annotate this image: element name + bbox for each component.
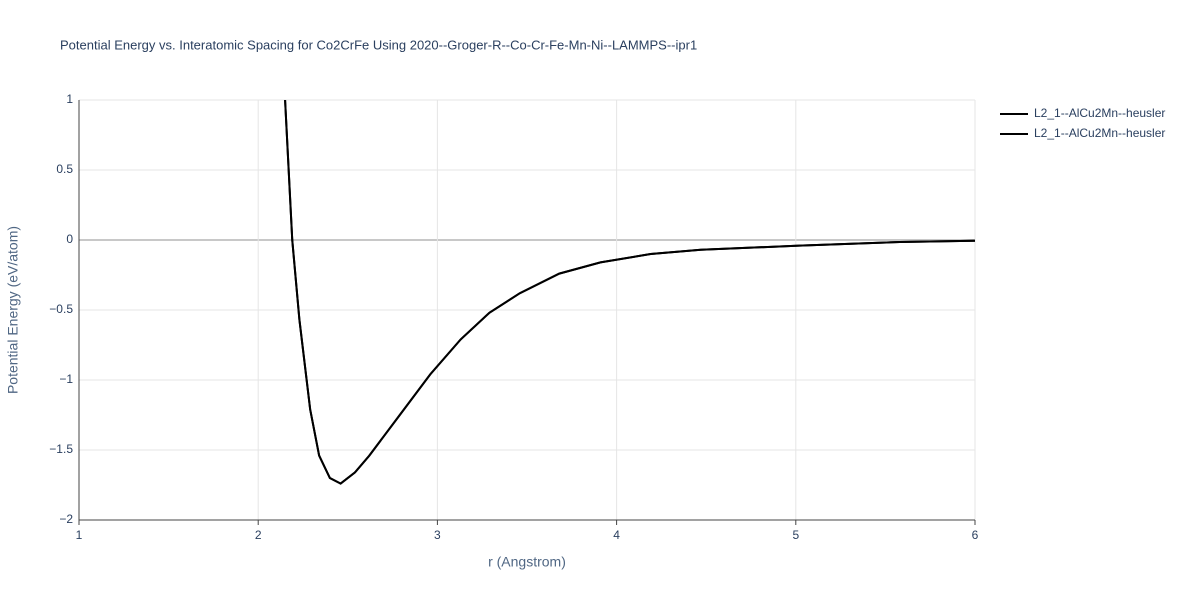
data-line — [284, 100, 975, 485]
x-tick-label: 3 — [434, 528, 441, 542]
y-tick-label: 0 — [66, 232, 73, 246]
legend-label: L2_1--AlCu2Mn--heusler — [1034, 106, 1165, 120]
y-tick-label: −1 — [59, 372, 73, 386]
chart-title: Potential Energy vs. Interatomic Spacing… — [60, 37, 697, 52]
plot-area — [284, 100, 975, 485]
x-tick-label: 1 — [76, 528, 83, 542]
x-tick-label: 5 — [792, 528, 799, 542]
legend-label: L2_1--AlCu2Mn--heusler — [1034, 126, 1165, 140]
data-line — [284, 100, 975, 485]
y-tick-label: 0.5 — [56, 162, 73, 176]
grid — [78, 99, 976, 521]
x-axis-title: r (Angstrom) — [488, 554, 566, 570]
y-tick-label: −2 — [59, 512, 73, 526]
x-tick-label: 2 — [255, 528, 262, 542]
y-tick-label: −0.5 — [49, 302, 73, 316]
x-tick-label: 6 — [972, 528, 979, 542]
x-tick-label: 4 — [613, 528, 620, 542]
y-axis-title: Potential Energy (eV/atom) — [5, 226, 21, 394]
y-tick-label: 1 — [66, 92, 73, 106]
y-tick-label: −1.5 — [49, 442, 73, 456]
axes: −2 −1.5 −1 −0.5 0 0.5 1 1 2 3 4 5 6 L2_1--AlCu2Mn--he… — [49, 92, 1165, 542]
